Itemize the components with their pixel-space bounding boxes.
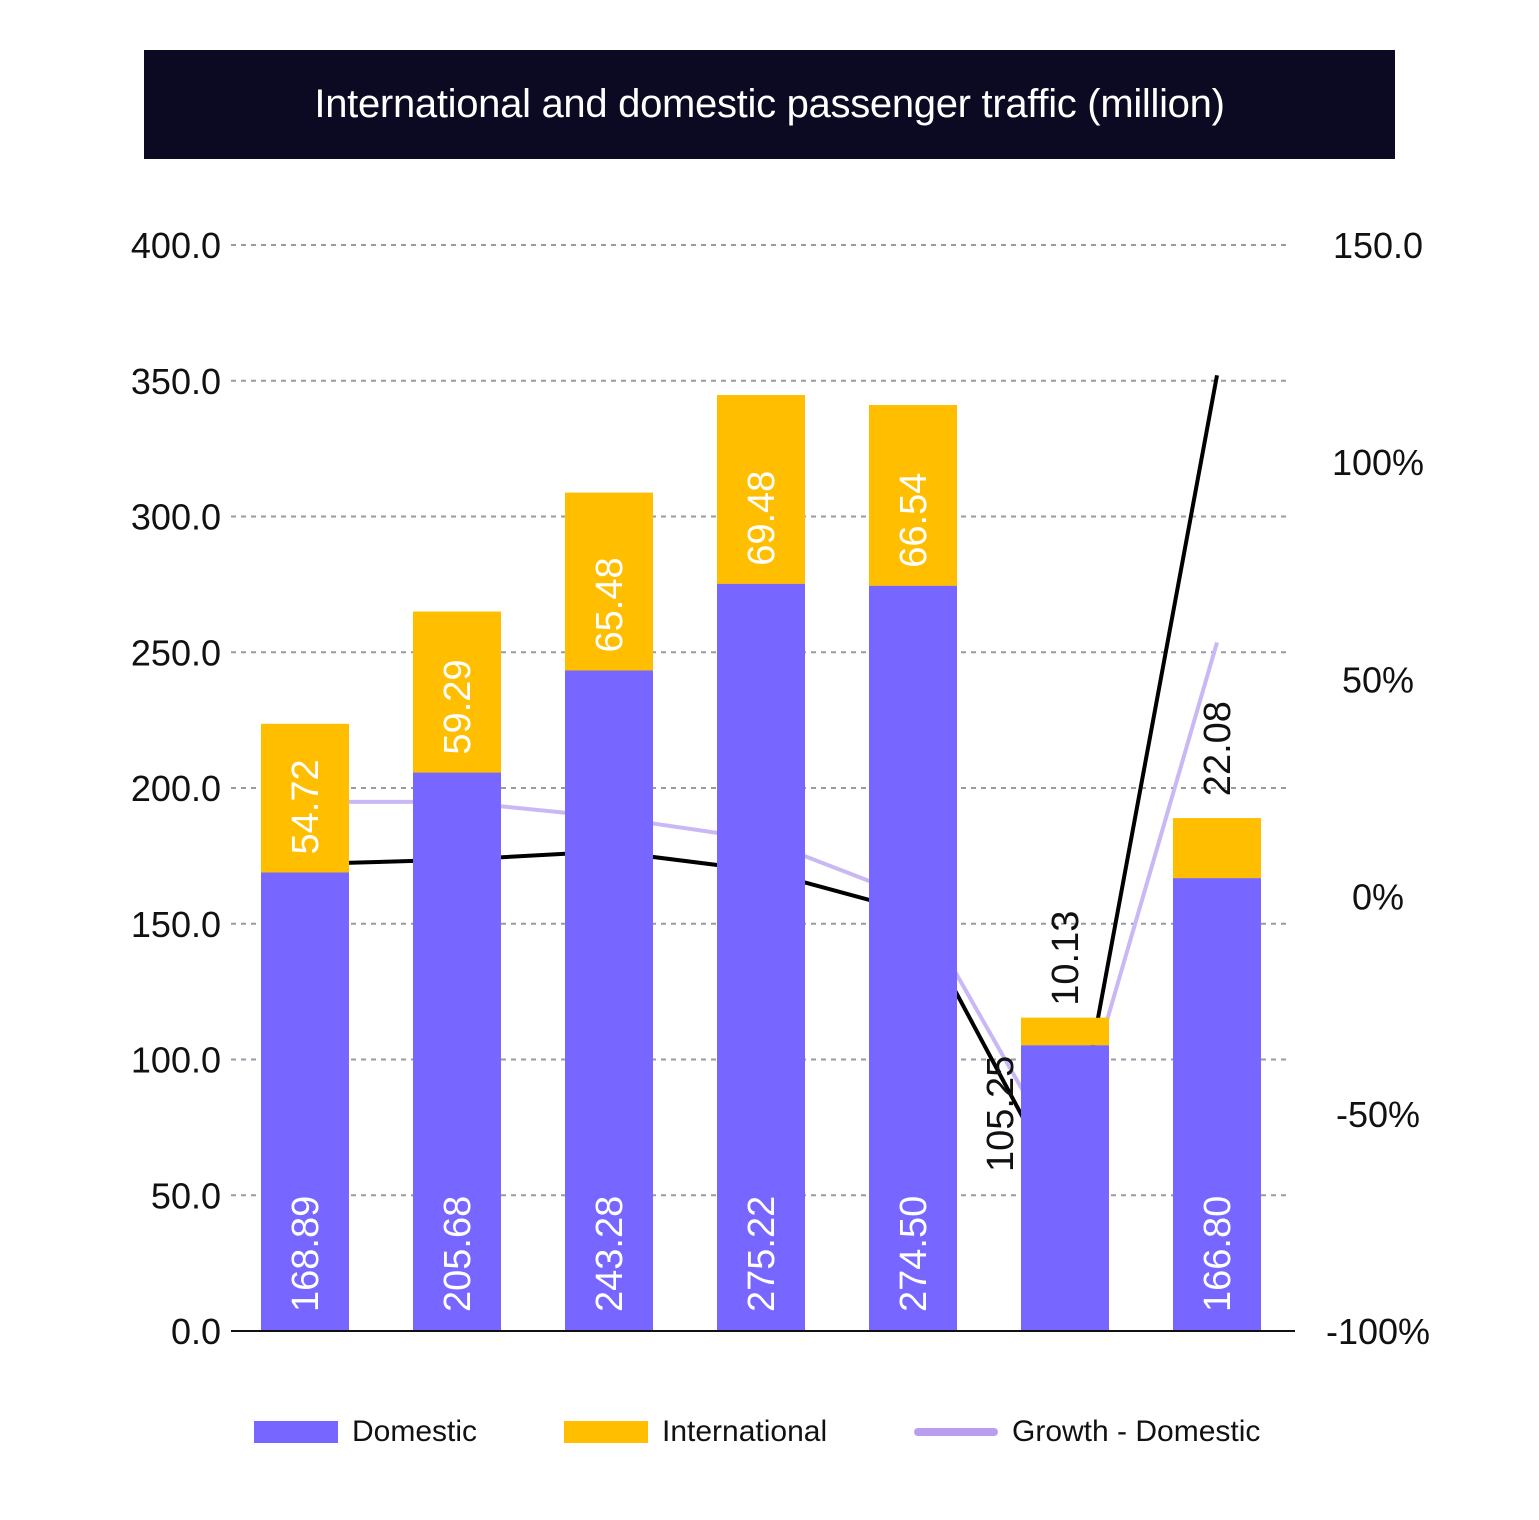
y-right-tick-label: 50%: [1342, 659, 1414, 700]
data-label-international: 69.48: [741, 471, 783, 566]
bar-domestic-overlay: [1021, 1045, 1109, 1331]
y-right-tick-label: -50%: [1336, 1094, 1420, 1135]
data-label-international: 22.08: [1197, 701, 1239, 796]
bar-international-overlay: [1021, 1017, 1109, 1046]
data-label-domestic: 205.68: [437, 1196, 479, 1312]
bar-international-overlay: [413, 611, 501, 773]
legend-line-growth-domestic: [914, 1428, 998, 1436]
y-left-tick-label: 150.0: [131, 904, 221, 945]
y-right-tick-label: 100%: [1332, 442, 1424, 483]
data-label-domestic: 105.25: [980, 1056, 1022, 1172]
y-left-tick-label: 300.0: [131, 497, 221, 538]
data-label-international: 10.13: [1045, 911, 1087, 1006]
data-label-domestic: 275.22: [741, 1196, 783, 1312]
legend-item-domestic: Domestic: [254, 1412, 477, 1452]
chart-title: International and domestic passenger tra…: [314, 82, 1225, 126]
y-right-tick-label: 150.0: [1333, 225, 1423, 266]
data-label-international: 65.48: [589, 557, 631, 652]
data-label-international: 59.29: [437, 659, 479, 754]
bar-international-overlay: [565, 492, 653, 671]
data-label-domestic: 274.50: [893, 1196, 935, 1312]
bar-domestic-overlay: [565, 670, 653, 1331]
data-label-domestic: 168.89: [285, 1196, 327, 1312]
y-left-tick-label: 0.0: [171, 1311, 221, 1352]
y-left-tick-label: 200.0: [131, 768, 221, 809]
y-left-tick-label: 400.0: [131, 225, 221, 266]
bar-international-overlay: [1173, 818, 1261, 879]
y-left-tick-label: 100.0: [131, 1040, 221, 1081]
chart-legend: Domestic International Growth - Domestic: [0, 1412, 1539, 1452]
legend-swatch-domestic: [254, 1421, 338, 1443]
y-left-tick-label: 250.0: [131, 632, 221, 673]
data-label-domestic: 243.28: [589, 1196, 631, 1312]
legend-item-international: International: [564, 1412, 827, 1452]
legend-swatch-international: [564, 1421, 648, 1443]
bar-domestic-overlay: [413, 772, 501, 1331]
legend-label-domestic: Domestic: [352, 1415, 478, 1448]
bar-international-overlay: [717, 395, 805, 584]
bar-domestic-overlay: [717, 583, 805, 1331]
y-right-tick-label: -100%: [1326, 1311, 1430, 1352]
bar-international-overlay: [869, 405, 957, 586]
y-left-tick-label: 350.0: [131, 361, 221, 402]
data-label-domestic: 166.80: [1197, 1196, 1239, 1312]
bar-domestic-overlay: [261, 872, 349, 1331]
legend-label-growth-domestic: Growth - Domestic: [1012, 1415, 1261, 1448]
legend-item-growth-domestic: Growth - Domestic: [914, 1412, 1260, 1452]
y-left-tick-label: 50.0: [151, 1175, 221, 1216]
bar-domestic-overlay: [1173, 878, 1261, 1331]
legend-label-international: International: [662, 1415, 828, 1448]
bar-domestic-overlay: [869, 585, 957, 1331]
data-label-international: 54.72: [285, 759, 327, 854]
chart-title-bar: International and domestic passenger tra…: [144, 50, 1395, 159]
data-label-international: 66.54: [893, 473, 935, 568]
bar-international-overlay: [261, 723, 349, 873]
y-right-tick-label: 0%: [1352, 877, 1404, 918]
